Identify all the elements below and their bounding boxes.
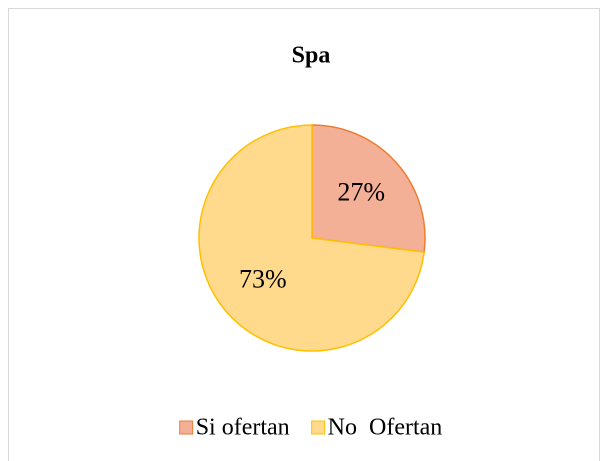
chart-title: Spa [292,43,331,69]
legend-swatch [179,420,194,435]
data-label: 73% [239,264,287,293]
data-label: 27% [337,178,385,207]
legend-label: No Ofertan [328,415,443,441]
pie-slice [198,124,425,352]
legend-label: Si ofertan [196,415,290,441]
pie-slice [311,124,426,254]
legend-swatch [311,420,326,435]
